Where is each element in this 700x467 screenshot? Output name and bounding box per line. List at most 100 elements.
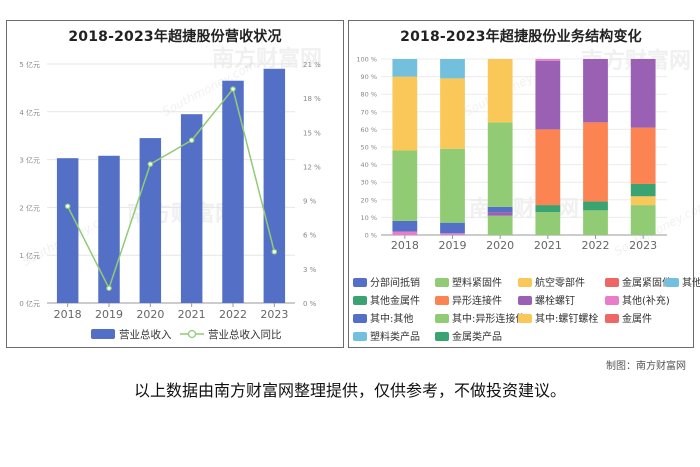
y-tick-label-right: 18 % [303,95,321,103]
legend-label: 其中:其他 [370,314,414,325]
stacked-bar-segment [487,215,513,235]
bar-revenue [98,155,120,303]
stacked-bar-segment [630,183,656,197]
legend-swatch-revenue [91,329,115,339]
legend-label: 金属类产品 [452,332,502,343]
stacked-bar-segment [535,212,561,235]
legend-swatch [353,332,367,341]
legend-label: 其他(补充) [622,296,670,307]
legend-item: 螺栓螺钉 [518,292,575,307]
legend-label: 异形连接件 [452,296,502,307]
legend-label: 其他金属件 [370,296,420,307]
stacked-bar-segment [392,76,418,151]
stacked-bar-segment [583,59,608,123]
chart-credit: 制图：南方财富网 [606,361,686,372]
x-tick-label: 2023 [629,239,657,252]
legend-swatch [518,278,532,287]
legend-item: 塑料紧固件 [435,274,502,289]
y-tick-label: 80 % [360,91,377,99]
y-tick-label: 40 % [360,161,377,169]
x-tick-label: 2019 [439,239,467,252]
bar-revenue [222,80,244,303]
legend-item: 塑料类产品 [353,328,420,343]
legend-item: 金属件 [605,310,652,325]
legend-swatch [435,296,449,305]
legend-label: 金属紧固件 [622,278,672,289]
legend-item: 航空零部件 [518,274,585,289]
y-tick-label-left: 1 亿元 [19,251,40,260]
stacked-bar-segment [487,122,513,207]
legend-label: 塑料紧固件 [452,278,502,289]
bar-revenue [263,68,286,303]
legend-item: 金属紧固件 [605,274,672,289]
legend-item: 其中:螺钉螺栓 [518,310,598,325]
y-tick-label: 10 % [360,214,377,222]
y-tick-label: 70 % [360,108,377,116]
stacked-bar-segment [440,78,465,149]
stacked-bar-segment [392,150,418,221]
stacked-bar-segment [440,59,465,79]
x-tick-label: 2023 [260,308,288,321]
business-structure-panel: 2018-2023年超捷股份业务结构变化 南方财富网 Southmoney.co… [348,20,700,348]
legend-item: 其他 [665,274,700,289]
disclaimer-text: 以上数据由南方财富网整理提供，仅供参考，不做投资建议。 [133,381,566,400]
legend-swatch [435,278,449,287]
legend-swatch [435,332,449,341]
line-point [147,161,154,167]
x-tick-label: 2018 [54,308,82,321]
legend-item: 异形连接件 [435,292,502,307]
legend-item: 分部间抵销 [353,274,420,289]
y-tick-label: 30 % [360,179,377,187]
stacked-bar-segment [392,59,418,77]
legend-item: 其他金属件 [353,292,420,307]
y-tick-label: 90 % [360,73,377,81]
structure-chart-svg: 0 % 10 % 20 % 30 % 40 % 50 % 60 % 70 % 80 % 90 % 1… [356,56,667,252]
stacked-bar-segment [440,222,465,234]
stacked-bar-segment [487,212,513,216]
legend-item: 其他(补充) [605,292,670,307]
revenue-chart-panel: 2018-2023年超捷股份营收状况 南方财富网 Southmoney.com … [6,20,344,348]
right-chart-title: 2018-2023年超捷股份业务结构变化 [400,29,642,45]
stacked-bar-segment [535,60,561,130]
stacked-bar-segment [535,205,561,213]
y-tick-label-right: 3 % [303,266,317,274]
y-tick-label-left: 5 亿元 [19,60,40,69]
line-point [188,137,195,144]
stacked-bar-segment [583,210,608,235]
stacked-bar-segment [440,148,465,223]
y-tick-label: 50 % [360,144,377,152]
stacked-bar-segment [583,122,608,202]
y-tick-label-right: 0 % [303,300,317,308]
y-tick-label-right: 21 % [303,61,321,69]
legend-swatch [353,314,367,323]
bar-revenue [56,158,79,303]
stacked-bar-segment [630,205,656,235]
legend-label: 航空零部件 [535,278,585,289]
y-tick-label: 20 % [360,196,377,204]
x-tick-label: 2018 [391,239,419,252]
legend-label: 塑料类产品 [370,332,420,343]
x-tick-label: 2019 [95,308,123,321]
y-tick-label-left: 2 亿元 [19,203,40,212]
stacked-bar-segment [487,59,513,123]
legend-swatch [665,278,679,287]
y-tick-label-right: 6 % [303,232,317,240]
legend-label-revenue: 营业总收入 [119,328,172,341]
stacked-bar-segment [392,231,418,235]
y-tick-label-left: 4 亿元 [19,108,40,117]
x-tick-label: 2022 [582,239,610,252]
x-tick-label: 2020 [136,308,164,321]
left-chart-title: 2018-2023年超捷股份营收状况 [68,29,282,45]
stacked-bar-segment [535,59,561,61]
stacked-bar-segment [630,59,656,128]
legend-marker-yoy [187,329,197,339]
stacked-bar-segment [440,233,465,235]
stacked-bar-segment [535,129,561,206]
legend-label-yoy: 营业总收入同比 [208,328,282,341]
legend-label: 其他 [682,278,700,289]
legend-swatch [605,296,619,305]
stacked-bar-segment [630,196,656,206]
legend-item: 其中:异形连接件 [435,310,525,325]
legend-item: 金属类产品 [435,328,502,343]
bar-revenue [180,114,203,303]
